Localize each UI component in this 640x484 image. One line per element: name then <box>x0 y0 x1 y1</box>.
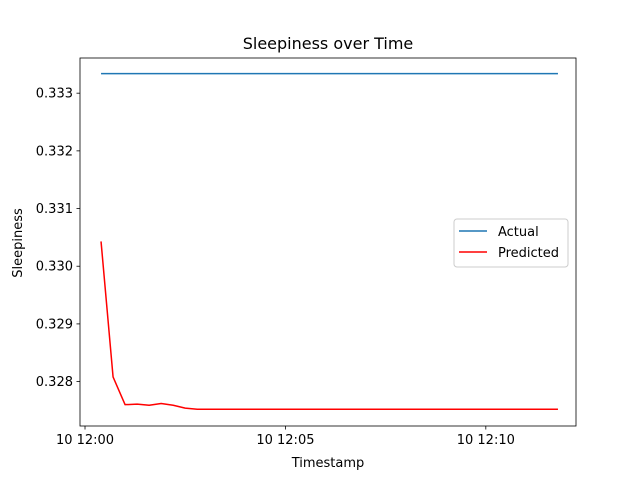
y-tick-label: 0.333 <box>36 87 73 102</box>
legend: Actual Predicted <box>453 218 569 268</box>
x-tick-label: 10 12:10 <box>457 433 515 448</box>
y-tick-label: 0.332 <box>36 144 73 159</box>
x-tick-label: 10 12:00 <box>56 433 114 448</box>
y-tick-label: 0.331 <box>36 202 73 217</box>
series-line-predicted <box>100 241 558 411</box>
axes: 0.328 0.329 0.330 0.331 0.332 0.333 10 12:00 10… <box>36 57 577 448</box>
y-axis-label: Sleepiness <box>11 208 26 278</box>
y-tick-label: 0.328 <box>36 375 73 390</box>
legend-label-actual: Actual <box>498 225 539 240</box>
plot-area <box>100 72 558 411</box>
x-axis-label: Timestamp <box>291 456 365 471</box>
chart-title: Sleepiness over Time <box>243 34 414 53</box>
axes-frame <box>79 57 577 427</box>
legend-label-predicted: Predicted <box>498 246 559 261</box>
x-tick-label: 10 12:05 <box>256 433 314 448</box>
y-tick-label: 0.330 <box>36 260 73 275</box>
y-tick-label: 0.329 <box>36 317 73 332</box>
